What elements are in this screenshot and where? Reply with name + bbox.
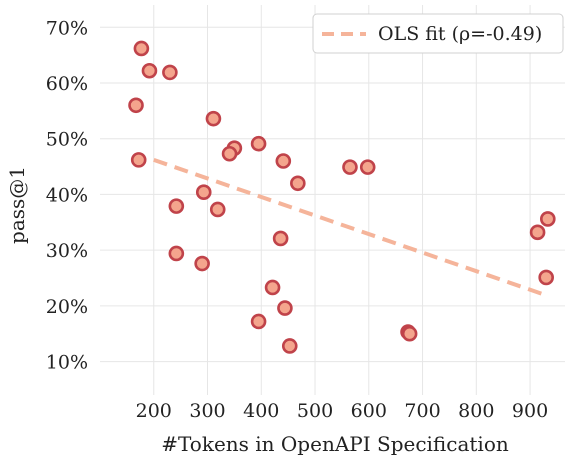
- data-point: [141, 62, 158, 79]
- y-tick-label: 40%: [46, 184, 88, 206]
- y-tick-label: 50%: [46, 129, 88, 151]
- data-point: [205, 110, 222, 127]
- data-point: [272, 230, 289, 247]
- data-point: [194, 255, 210, 272]
- data-point: [538, 269, 554, 286]
- data-points: [128, 40, 556, 354]
- y-axis-label: pass@1: [5, 166, 29, 244]
- y-tick-label: 20%: [46, 296, 88, 318]
- data-point: [264, 279, 281, 296]
- legend: OLS fit (ρ=-0.49): [312, 13, 564, 54]
- data-point: [401, 325, 418, 342]
- x-axis-label: #Tokens in OpenAPI Specification: [161, 432, 509, 456]
- ols-fit-line: [153, 157, 547, 298]
- grid: [100, 5, 565, 395]
- data-point: [281, 338, 298, 354]
- data-point: [221, 145, 238, 162]
- data-point: [133, 40, 150, 57]
- y-tick-label: 60%: [46, 73, 88, 95]
- y-tick-label: 70%: [46, 17, 88, 39]
- data-point: [539, 211, 556, 227]
- y-axis-ticks: 10% 20% 30% 40% 50% 60% 70%: [46, 17, 88, 373]
- data-point: [128, 97, 144, 114]
- data-point: [359, 159, 376, 175]
- data-point: [250, 313, 267, 330]
- y-tick-label: 10%: [46, 352, 88, 374]
- x-tick-label: 300: [189, 400, 225, 422]
- x-tick-label: 700: [404, 400, 440, 422]
- data-point: [277, 300, 293, 316]
- legend-label-ols-fit: OLS fit (ρ=-0.49): [378, 23, 542, 45]
- data-point: [130, 152, 147, 168]
- x-tick-label: 400: [243, 400, 279, 422]
- x-tick-label: 200: [136, 400, 172, 422]
- data-point: [290, 175, 306, 192]
- data-point: [195, 184, 212, 200]
- x-tick-label: 800: [458, 400, 494, 422]
- data-point: [162, 64, 178, 81]
- data-point: [168, 245, 185, 262]
- data-point: [529, 224, 546, 241]
- x-axis-ticks: 200 300 400 500 600 700 800 900: [136, 400, 549, 422]
- y-tick-label: 30%: [46, 240, 88, 262]
- data-point: [250, 135, 267, 152]
- data-point: [209, 201, 226, 218]
- x-tick-label: 500: [297, 400, 333, 422]
- data-point: [275, 153, 292, 169]
- x-tick-label: 600: [351, 400, 387, 422]
- data-point: [168, 198, 185, 214]
- ols-fit-layer: [153, 157, 547, 298]
- legend-box: [312, 13, 564, 54]
- data-point: [342, 159, 358, 175]
- x-tick-label: 900: [512, 400, 548, 422]
